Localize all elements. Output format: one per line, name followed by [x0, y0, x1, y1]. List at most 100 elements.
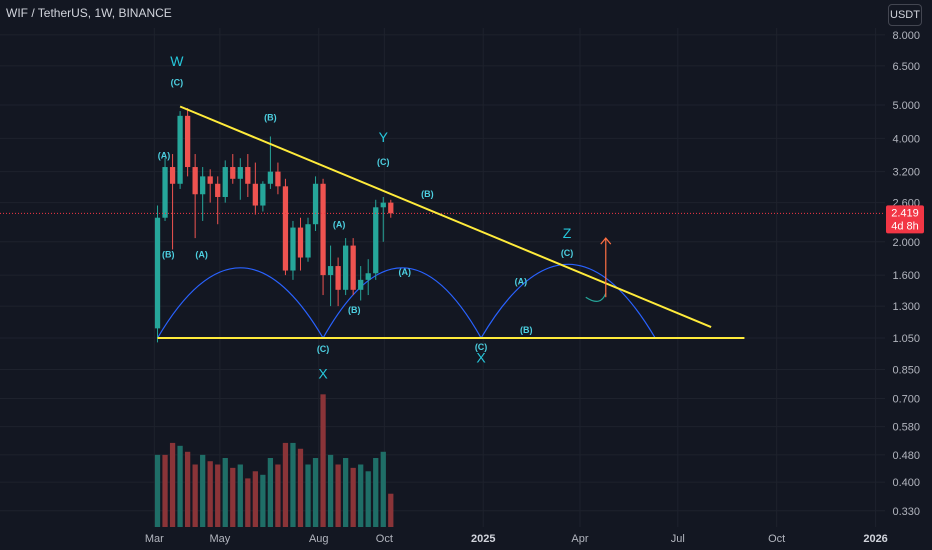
wave-label-4: (A)	[195, 250, 208, 260]
candle-30	[380, 196, 386, 242]
volume-bar-7	[207, 461, 213, 527]
wave-label-5: (B)	[264, 113, 277, 123]
wave-arc-1	[322, 267, 482, 339]
wave-label-8: (B)	[421, 189, 434, 199]
volume-bar-5	[192, 464, 198, 527]
wave-label-15: X	[476, 350, 486, 366]
x-tick-label-1: May	[209, 533, 230, 545]
y-tick-label-7: 1.600	[892, 270, 920, 282]
candle-4	[184, 108, 191, 177]
wave-label-10: (B)	[348, 305, 361, 315]
volume-bars	[154, 394, 394, 527]
y-tick-label-12: 0.580	[892, 422, 920, 434]
y-tick-label-3: 4.000	[892, 133, 920, 145]
candle-0	[154, 205, 161, 343]
volume-bar-30	[380, 451, 386, 527]
y-tick-label-2: 5.000	[892, 100, 920, 112]
candle-22	[320, 178, 326, 296]
volume-bar-3	[177, 445, 183, 527]
candle-19	[297, 217, 304, 271]
x-tick-label-5: Apr	[571, 533, 588, 545]
chart-title: WIF / TetherUS, 1W, BINANCE	[6, 6, 172, 20]
candle-31	[388, 199, 394, 218]
wave-arc-2	[480, 263, 656, 339]
candle-26	[350, 238, 356, 296]
x-tick-label-2: Aug	[309, 533, 329, 545]
currency-button[interactable]: USDT	[888, 4, 922, 26]
volume-bar-14	[260, 474, 266, 527]
volume-bar-19	[297, 448, 304, 527]
wave-label-7: (C)	[377, 157, 390, 167]
candle-27	[358, 266, 364, 301]
candle-20	[305, 217, 311, 262]
x-axis[interactable]: Mar May Aug Oct 2025 Apr Jul Oct 2026	[145, 533, 888, 545]
x-tick-label-0: Mar	[145, 533, 164, 545]
candle-2	[169, 154, 176, 250]
volume-bar-18	[290, 442, 296, 527]
candle-16	[275, 162, 281, 195]
candle-25	[343, 238, 349, 296]
volume-bar-6	[200, 454, 206, 527]
wave-label-19: (C)	[561, 248, 574, 258]
y-tick-label-0: 8.000	[892, 30, 920, 42]
volume-bar-8	[215, 464, 221, 527]
volume-bar-2	[169, 442, 176, 527]
candle-11	[237, 158, 243, 200]
volume-bar-27	[358, 464, 364, 527]
candle-17	[282, 178, 289, 276]
candle-14	[260, 181, 266, 212]
candlesticks	[154, 108, 394, 343]
trendlines	[0, 105, 885, 339]
candle-23	[327, 245, 334, 307]
volume-bar-16	[275, 464, 281, 527]
wave-label-18: Z	[563, 225, 572, 241]
candle-5	[192, 154, 198, 239]
volume-bar-17	[282, 442, 289, 527]
volume-bar-25	[343, 458, 349, 527]
wave-label-14: (C)	[475, 342, 488, 352]
candle-10	[230, 154, 236, 184]
volume-bar-12	[245, 478, 251, 527]
wave-arc-0	[157, 267, 324, 339]
y-tick-label-8: 1.300	[892, 301, 920, 313]
y-tick-label-13: 0.480	[892, 450, 920, 462]
wave-label-17: (A)	[515, 277, 528, 287]
candle-7	[207, 169, 213, 203]
y-tick-label-10: 0.850	[892, 365, 920, 377]
x-tick-label-8: 2026	[863, 533, 887, 545]
volume-bar-9	[222, 458, 228, 527]
trendline-0	[179, 105, 712, 328]
volume-bar-15	[267, 458, 274, 527]
volume-bar-0	[154, 454, 161, 527]
volume-bar-4	[184, 451, 191, 527]
candle-12	[245, 154, 251, 197]
y-tick-label-15: 0.330	[892, 506, 920, 518]
volume-bar-28	[365, 471, 371, 527]
x-tick-label-6: Jul	[671, 533, 685, 545]
y-tick-label-6: 2.000	[892, 237, 920, 249]
y-tick-label-9: 1.050	[892, 333, 920, 345]
wave-label-16: (B)	[520, 325, 533, 335]
candle-1	[162, 158, 168, 221]
price-tag-countdown: 4d 8h	[891, 220, 919, 232]
wave-label-3: (B)	[162, 250, 175, 260]
volume-bar-23	[327, 454, 334, 527]
volume-bar-1	[162, 454, 168, 527]
wave-arcs	[157, 263, 656, 339]
x-tick-label-3: Oct	[376, 533, 393, 545]
y-axis[interactable]: 8.0006.5005.0004.0003.2002.6002.0001.600…	[892, 30, 920, 518]
projection-arrow-head	[600, 237, 612, 245]
x-tick-label-7: Oct	[768, 533, 785, 545]
grid	[0, 28, 885, 527]
wave-label-9: (A)	[333, 220, 346, 230]
volume-bar-11	[237, 464, 243, 527]
volume-bar-24	[335, 464, 341, 527]
y-tick-label-14: 0.400	[892, 477, 920, 489]
candle-6	[200, 167, 206, 221]
volume-bar-31	[388, 493, 394, 527]
candle-28	[365, 259, 371, 296]
volume-bar-10	[230, 467, 236, 527]
price-tag-box	[886, 205, 924, 234]
